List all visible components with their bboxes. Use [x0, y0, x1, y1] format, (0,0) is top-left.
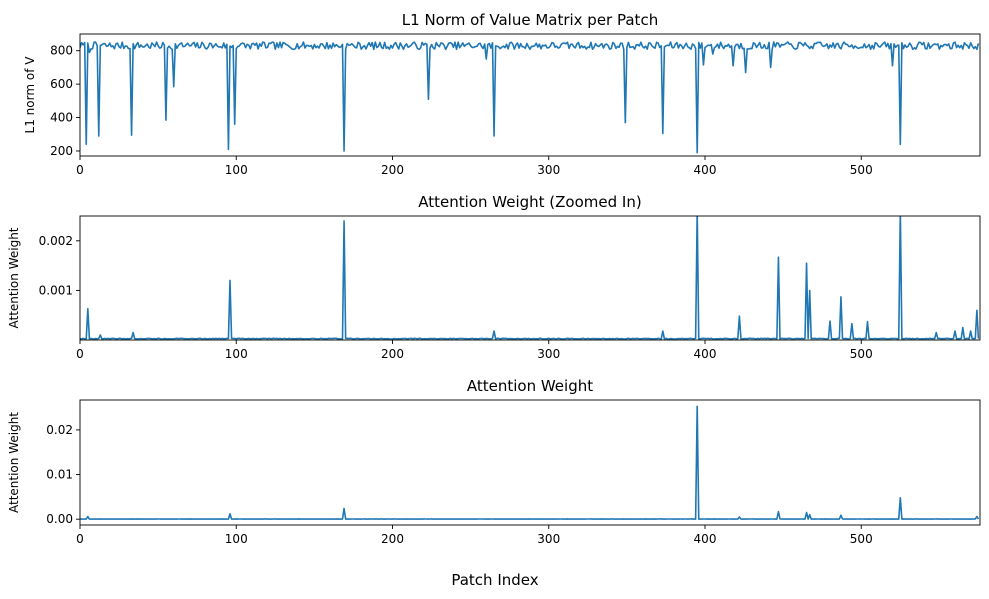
series-line	[80, 216, 980, 340]
x-tick-label: 300	[537, 532, 560, 546]
x-tick-label: 0	[76, 532, 84, 546]
series-line	[80, 405, 980, 520]
x-tick-label: 0	[76, 163, 84, 177]
y-axis-label: L1 norm of V	[23, 56, 37, 134]
y-axis-label: Attention Weight	[7, 412, 21, 513]
subplot-1: 0 100 200 300 400 500 200 400 600 800 L1 Norm of V…	[23, 11, 981, 177]
axes-frame	[79, 399, 981, 526]
x-tick-label: 500	[850, 347, 873, 361]
x-tick-label: 0	[76, 347, 84, 361]
x-tick-label: 300	[537, 163, 560, 177]
axes-frame	[79, 215, 981, 341]
y-tick-label: 600	[50, 77, 73, 91]
x-tick-label: 100	[225, 347, 248, 361]
subplot-title: L1 Norm of Value Matrix per Patch	[402, 11, 658, 29]
x-tick-label: 200	[381, 163, 404, 177]
y-tick-label: 800	[50, 44, 73, 58]
figure-xlabel: Patch Index	[451, 571, 538, 589]
y-tick-label: 0.001	[39, 283, 73, 297]
y-tick-label: 0.002	[39, 234, 73, 248]
x-tick-label: 400	[694, 532, 717, 546]
x-tick-label: 100	[225, 532, 248, 546]
x-tick-label: 400	[694, 163, 717, 177]
y-tick-label: 400	[50, 111, 73, 125]
axes-frame	[79, 33, 981, 157]
x-tick-label: 200	[381, 347, 404, 361]
x-tick-label: 500	[850, 163, 873, 177]
series-line	[80, 41, 980, 154]
subplots: 0 100 200 300 400 500 200 400 600 800 L1 Norm of V…	[7, 11, 981, 546]
subplot-title: Attention Weight	[467, 377, 593, 395]
subplot-3: 0 100 200 300 400 500 0.00 0.01 0.02 Attention We…	[7, 377, 981, 546]
x-tick-label: 100	[225, 163, 248, 177]
y-tick-label: 200	[50, 144, 73, 158]
y-tick-label: 0.02	[46, 423, 73, 437]
y-tick-label: 0.00	[46, 512, 73, 526]
x-tick-label: 300	[537, 347, 560, 361]
x-tick-label: 400	[694, 347, 717, 361]
y-axis-label: Attention Weight	[7, 227, 21, 328]
x-tick-label: 500	[850, 532, 873, 546]
x-tick-label: 200	[381, 532, 404, 546]
y-tick-label: 0.01	[46, 468, 73, 482]
subplot-title: Attention Weight (Zoomed In)	[418, 193, 641, 211]
subplot-2: 0 100 200 300 400 500 0.001 0.002 Attention Weig…	[7, 193, 981, 361]
